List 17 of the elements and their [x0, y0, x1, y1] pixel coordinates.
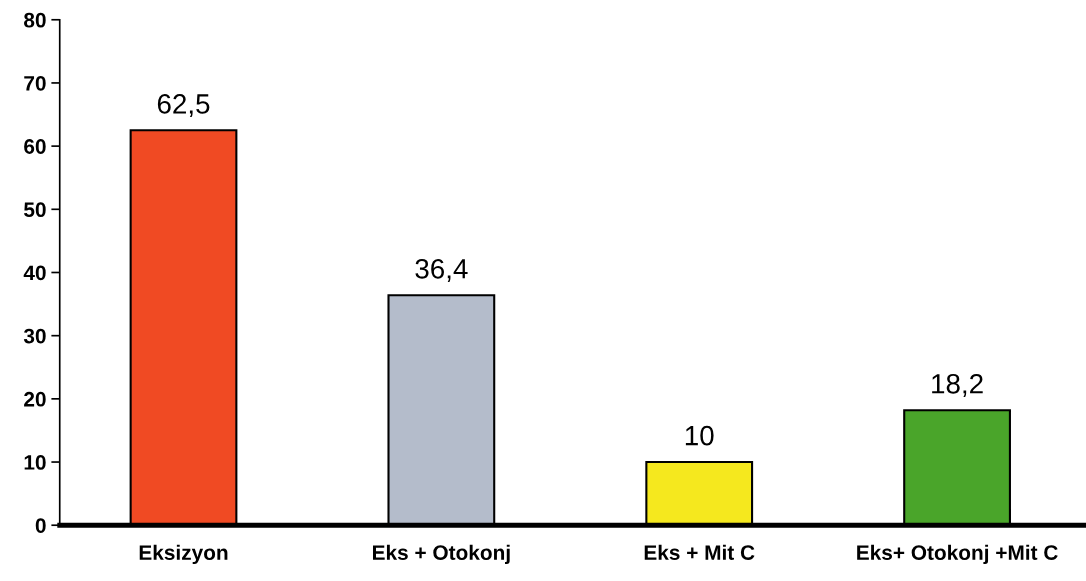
- data-label: 36,4: [415, 258, 468, 282]
- y-tick-label: 30: [23, 328, 46, 344]
- data-label: 10: [685, 425, 714, 446]
- data-label: 62,5: [157, 94, 210, 118]
- y-tick-label: 70: [24, 75, 46, 91]
- y-tick-label: 20: [24, 391, 46, 407]
- y-tick-label: 80: [24, 12, 46, 28]
- y-tick-label: 60: [24, 139, 46, 154]
- x-tick-label: Eks + Mit C: [644, 544, 755, 560]
- data-label: 18,2: [932, 373, 983, 397]
- x-tick-label: Eks+ Otokonj +Mit C: [857, 544, 1058, 565]
- x-tick-label: Eks + Otokonj: [373, 544, 510, 565]
- y-tick-label: 50: [24, 202, 46, 218]
- x-tick-label: Eksizyon: [139, 544, 228, 565]
- y-tick-label: 40: [23, 265, 46, 281]
- y-tick-label: 10: [24, 455, 46, 470]
- y-tick-label: 0: [35, 518, 46, 533]
